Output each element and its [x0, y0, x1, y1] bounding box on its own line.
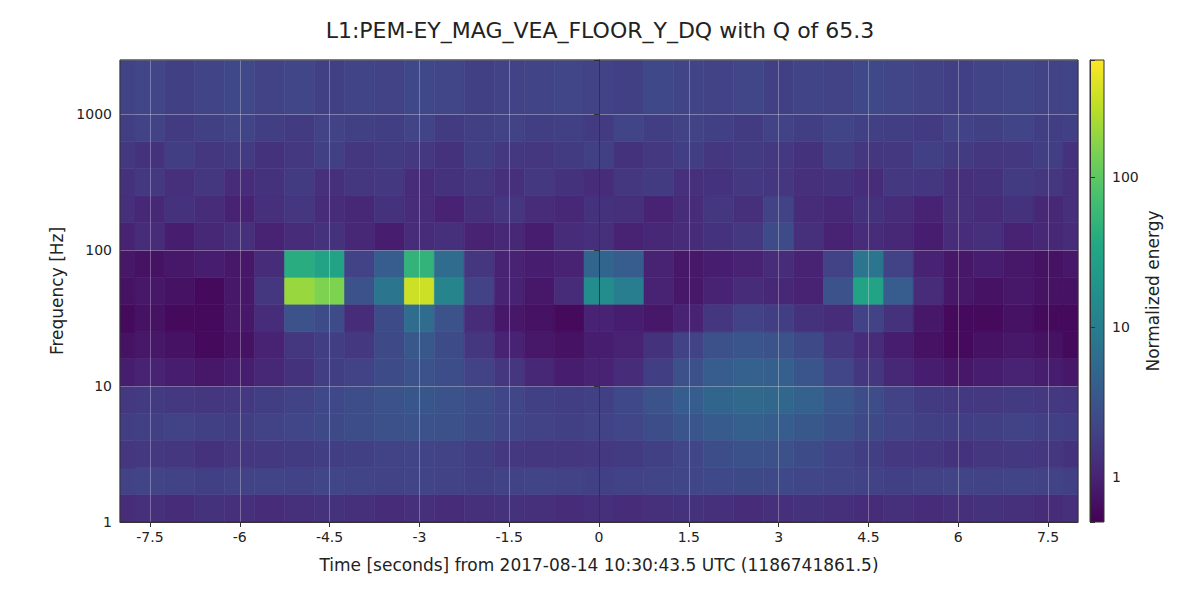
svg-text:1000: 1000	[76, 106, 112, 122]
svg-text:-3: -3	[412, 529, 426, 545]
svg-text:3: 3	[774, 529, 783, 545]
svg-text:Time [seconds] from 2017-08-14: Time [seconds] from 2017-08-14 10:30:43.…	[318, 555, 878, 575]
svg-text:4.5: 4.5	[857, 529, 879, 545]
svg-text:100: 100	[1112, 169, 1139, 185]
svg-text:1.5: 1.5	[678, 529, 700, 545]
svg-text:1: 1	[1112, 469, 1121, 485]
svg-text:1: 1	[103, 514, 112, 530]
svg-text:-4.5: -4.5	[316, 529, 343, 545]
svg-text:7.5: 7.5	[1037, 529, 1059, 545]
svg-text:L1:PEM-EY_MAG_VEA_FLOOR_Y_DQ w: L1:PEM-EY_MAG_VEA_FLOOR_Y_DQ with Q of 6…	[326, 18, 875, 44]
svg-text:10: 10	[94, 378, 112, 394]
svg-text:Frequency [Hz]: Frequency [Hz]	[47, 227, 67, 355]
svg-text:Normalized energy: Normalized energy	[1143, 210, 1163, 371]
svg-text:10: 10	[1112, 319, 1130, 335]
svg-text:-1.5: -1.5	[496, 529, 523, 545]
svg-text:0: 0	[595, 529, 604, 545]
svg-text:-7.5: -7.5	[136, 529, 163, 545]
svg-text:100: 100	[85, 242, 112, 258]
svg-text:-6: -6	[233, 529, 247, 545]
svg-text:6: 6	[954, 529, 963, 545]
